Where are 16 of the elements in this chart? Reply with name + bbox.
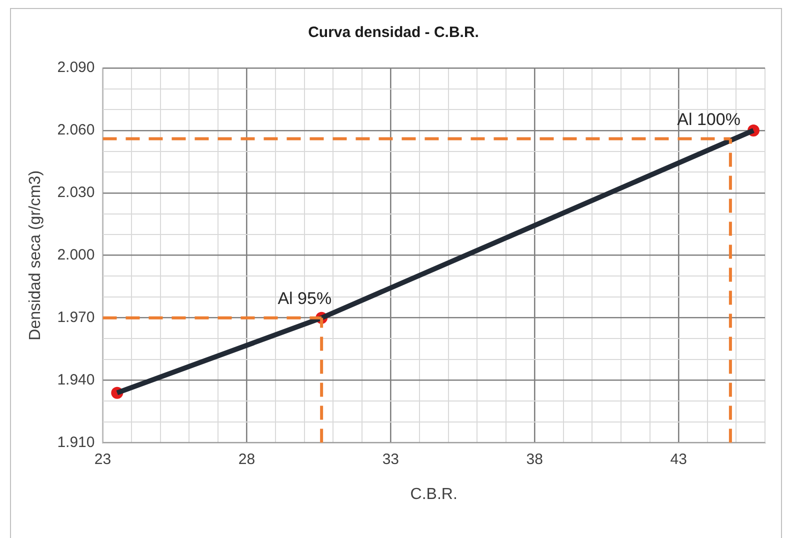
x-tick-label: 43 (670, 450, 687, 468)
y-tick-label: 1.940 (57, 371, 95, 388)
x-tick-label: 28 (238, 450, 256, 468)
annotation: Al 95% (278, 289, 332, 308)
y-axis-title: Densidad seca (gr/cm3) (27, 170, 44, 340)
y-tick-label: 1.970 (57, 309, 95, 326)
y-tick-label: 2.000 (57, 246, 95, 264)
y-tick-label: 2.060 (57, 122, 95, 139)
y-tick-label: 1.910 (57, 434, 95, 451)
y-tick-label: 2.030 (57, 184, 95, 202)
x-tick-label: 38 (526, 450, 543, 468)
x-tick-label: 33 (382, 450, 400, 468)
chart-title: Curva densidad - C.B.R. (308, 24, 479, 42)
y-tick-label: 2.090 (57, 59, 95, 76)
x-tick-label: 23 (94, 450, 112, 468)
x-axis-title: C.B.R. (410, 486, 458, 503)
